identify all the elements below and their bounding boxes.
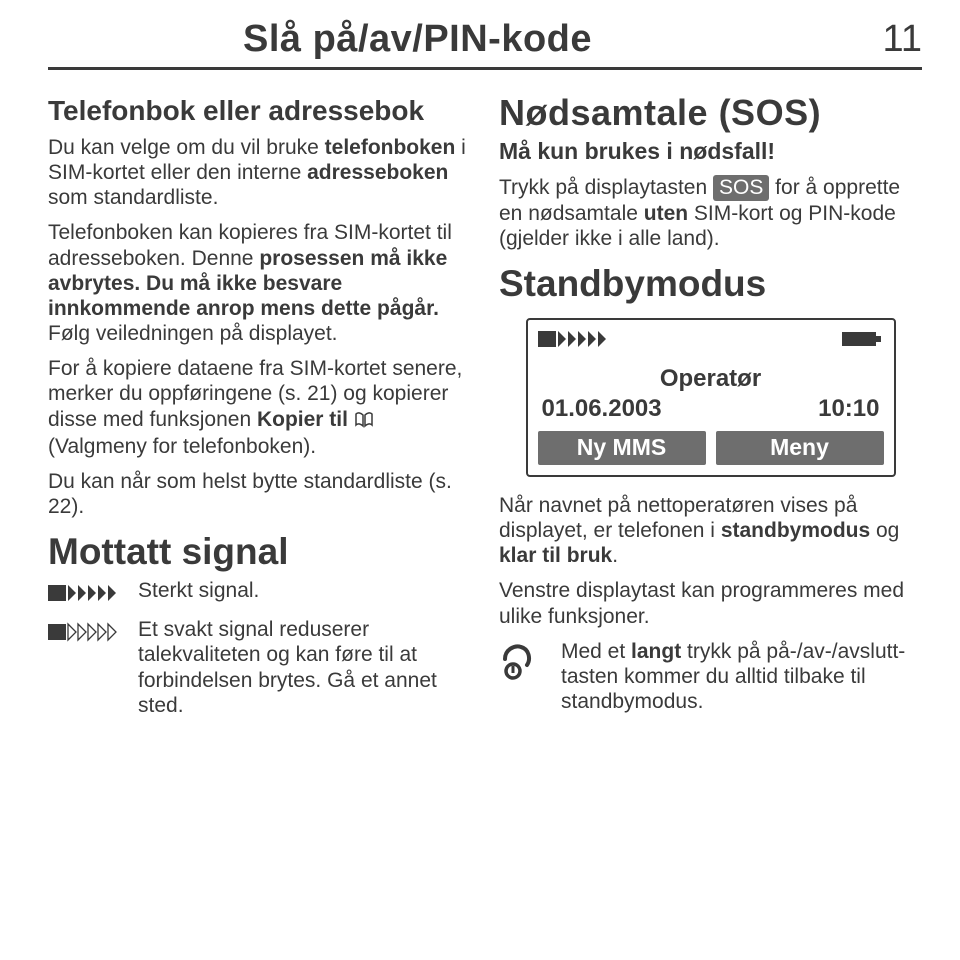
signal-weak-text: Et svakt signal reduserer talekvaliteten…: [138, 617, 471, 718]
softkey-left[interactable]: Ny MMS: [538, 431, 706, 465]
power-text: Med et langt trykk på på-/av-/avslutt-ta…: [561, 639, 922, 715]
text: .: [612, 544, 618, 567]
text-bold: uten: [644, 202, 688, 225]
screen-operator: Operatør: [538, 365, 884, 393]
text: Du kan velge om du vil bruke: [48, 136, 325, 159]
text: Følg veiledningen på displayet.: [48, 322, 338, 345]
text: For å kopiere dataene fra SIM-kortet sen…: [48, 357, 462, 430]
text: (Valgmeny for telefonboken).: [48, 435, 316, 458]
right-column: Nødsamtale (SOS) Må kun brukes i nødsfal…: [499, 96, 922, 726]
page-header: Slå på/av/PIN-kode: [243, 18, 592, 61]
standby-heading: Standbymodus: [499, 265, 922, 304]
sos-paragraph: Trykk på displaytasten SOS for å opprett…: [499, 175, 922, 251]
phone-screen: Operatør 01.06.2003 10:10 Ny MMS Meny: [526, 318, 896, 477]
standby-desc: Når navnet på nettoperatøren vises på di…: [499, 493, 922, 569]
signal-strong-icon: [48, 578, 120, 609]
text-bold: langt: [631, 640, 681, 663]
phonebook-p4: Du kan når som helst bytte standardliste…: [48, 469, 471, 519]
phonebook-heading: Telefonbok eller adressebok: [48, 96, 471, 127]
signal-heading: Mottatt signal: [48, 533, 471, 572]
signal-strong-text: Sterkt signal.: [138, 578, 471, 609]
sos-pill: SOS: [713, 175, 769, 200]
sos-heading: Nødsamtale (SOS): [499, 94, 922, 132]
signal-strong-row: Sterkt signal.: [48, 578, 471, 609]
screen-time: 10:10: [818, 395, 879, 423]
page-number: 11: [883, 18, 922, 61]
text: Trykk på displaytasten: [499, 176, 713, 199]
power-icon: [499, 639, 543, 715]
softkey-right[interactable]: Meny: [716, 431, 884, 465]
text: og: [870, 519, 899, 542]
left-column: Telefonbok eller adressebok Du kan velge…: [48, 96, 471, 726]
signal-weak-icon: [48, 617, 120, 718]
screen-date: 01.06.2003: [542, 395, 662, 423]
power-row: Med et langt trykk på på-/av-/avslutt-ta…: [499, 639, 922, 715]
phonebook-p1: Du kan velge om du vil bruke telefonboke…: [48, 135, 471, 211]
book-icon: [354, 409, 374, 434]
phonebook-p2: Telefonboken kan kopieres fra SIM-kortet…: [48, 220, 471, 346]
phonebook-p3: For å kopiere dataene fra SIM-kortet sen…: [48, 356, 471, 459]
header-divider: [48, 67, 922, 70]
text-bold: klar til bruk: [499, 544, 612, 567]
text-bold: telefonboken: [325, 136, 456, 159]
screen-signal-icon: [538, 328, 620, 355]
text-bold: Kopier til: [257, 408, 348, 431]
sos-warning: Må kun brukes i nødsfall!: [499, 138, 922, 166]
text: Med et: [561, 640, 631, 663]
battery-icon: [840, 328, 884, 355]
text-bold: standbymodus: [721, 519, 870, 542]
text-bold: adresseboken: [307, 161, 448, 184]
signal-weak-row: Et svakt signal reduserer talekvaliteten…: [48, 617, 471, 718]
leftkey-desc: Venstre displaytast kan programmeres med…: [499, 578, 922, 628]
text: som standardliste.: [48, 186, 218, 209]
